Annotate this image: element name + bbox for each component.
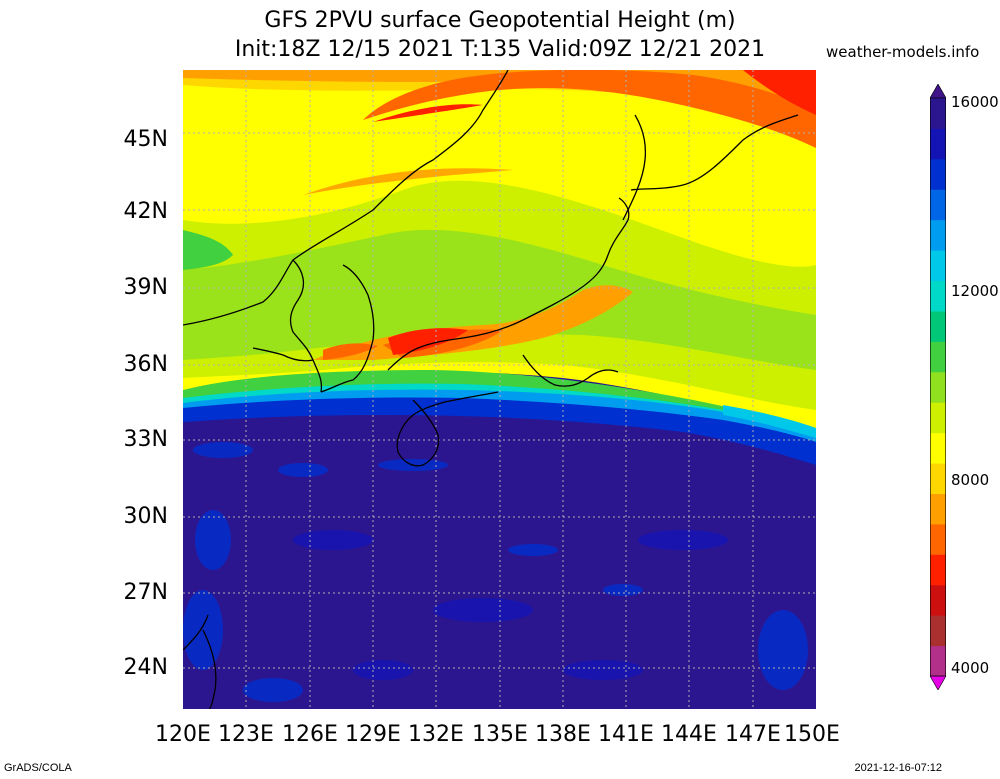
colorbar-label-4000: 4000 [951,659,990,677]
lon-label-129e: 129E [345,722,401,747]
colorbar-swatch [930,432,946,464]
colorbar-swatch [930,554,946,586]
lon-label-147e: 147E [725,722,781,747]
colorbar-frame [930,97,946,677]
lat-label-36n: 36N [123,352,168,377]
footer-timestamp: 2021-12-16-07:12 [854,762,942,774]
lon-label-132e: 132E [408,722,464,747]
lat-label-30n: 30N [123,504,168,529]
lon-label-141e: 141E [598,722,654,747]
colorbar-swatch [930,219,946,251]
lat-label-45n: 45N [123,127,168,152]
colorbar-swatch [930,584,946,616]
colorbar-bottom-arrow [929,675,947,691]
colorbar-swatch [930,158,946,190]
colorbar-label-8000: 8000 [951,471,990,489]
colorbar-swatch [930,250,946,282]
colorbar-swatch [930,310,946,342]
colorbar-label-12000: 12000 [951,282,999,300]
site-credit: weather-models.info [826,43,980,61]
colorbar-swatch [930,523,946,555]
colorbar-label-16000: 16000 [951,93,999,111]
colorbar-swatch [930,493,946,525]
lon-label-123e: 123E [218,722,274,747]
colorbar-swatch [930,98,946,129]
colorbar-swatch [930,189,946,221]
colorbar-swatch [930,128,946,160]
lon-label-138e: 138E [535,722,591,747]
lat-label-42n: 42N [123,199,168,224]
colorbar-swatch [930,371,946,403]
colorbar-swatch [930,615,946,647]
map-subtitle: Init:18Z 12/15 2021 T:135 Valid:09Z 12/2… [234,37,766,62]
lon-label-120e: 120E [155,722,211,747]
lat-label-24n: 24N [123,655,168,680]
map-title: GFS 2PVU surface Geopotential Height (m) [264,8,736,33]
lon-label-126e: 126E [282,722,338,747]
colorbar-scale [929,83,947,691]
lat-label-33n: 33N [123,427,168,452]
colorbar-swatch [930,280,946,312]
colorbar [929,83,947,691]
colorbar-swatch [930,402,946,434]
lon-label-135e: 135E [472,722,528,747]
geopotential-height-map [183,70,816,709]
colorbar-swatch [930,463,946,494]
colorbar-top-arrow [929,83,947,99]
footer-credit: GrADS/COLA [4,762,72,774]
colorbar-swatch [930,645,946,677]
lat-label-27n: 27N [123,580,168,605]
lon-label-150e: 150E [784,722,840,747]
lon-label-144e: 144E [661,722,717,747]
colorbar-swatch [930,341,946,373]
lat-label-39n: 39N [123,275,168,300]
